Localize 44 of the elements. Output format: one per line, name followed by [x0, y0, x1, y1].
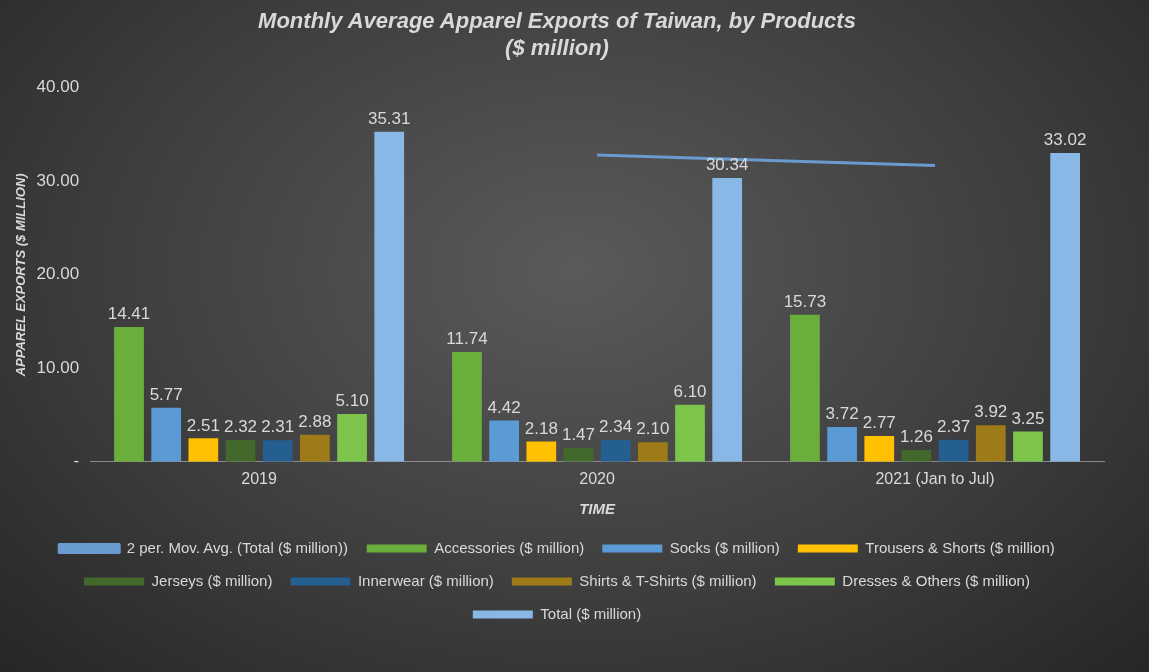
x-tick-label: 2020 [579, 469, 615, 487]
legend-label: 2 per. Mov. Avg. (Total ($ million)) [126, 538, 348, 556]
legend-label: Accessories ($ million) [434, 538, 585, 556]
data-label: 30.34 [705, 155, 749, 175]
y-axis-title: APPAREL EXPORTS ($ MILLION) [13, 173, 29, 378]
data-label: 3.25 [1011, 408, 1045, 428]
chart-title: Monthly Average Apparel Exports of Taiwan, by Products ($ million) [258, 8, 856, 60]
legend-label: Jerseys ($ million) [151, 571, 273, 589]
y-tick-label: 40.00 [36, 77, 80, 97]
data-label: 2.88 [298, 412, 332, 432]
data-label: 1.47 [561, 425, 596, 445]
legend-label: Innerwear ($ million) [357, 571, 494, 589]
y-tick-label: - [73, 451, 80, 471]
data-label: 2.10 [636, 419, 670, 439]
data-label: 2.18 [524, 418, 558, 438]
data-label: 3.92 [974, 402, 1008, 422]
data-label: 6.10 [673, 381, 707, 401]
y-tick-label: 10.00 [36, 357, 80, 377]
x-tick-label: 2019 [241, 469, 278, 487]
legend-label: Total ($ million) [540, 604, 642, 622]
data-label: 15.73 [783, 291, 827, 311]
data-label: 11.74 [446, 329, 488, 349]
legend-label: Trousers & Shorts ($ million) [865, 538, 1055, 556]
data-label: 5.77 [149, 385, 183, 405]
data-label: 35.31 [367, 108, 411, 128]
data-label: 1.26 [899, 427, 933, 447]
data-label: 2.51 [186, 415, 220, 435]
x-axis-title: TIME [579, 500, 616, 518]
data-label: 2.32 [223, 417, 258, 437]
y-tick-label: 20.00 [36, 264, 80, 284]
data-label: 5.10 [335, 391, 369, 411]
data-label: 2.34 [599, 417, 633, 437]
legend-label: Dresses & Others ($ million) [842, 571, 1030, 589]
data-label: 3.72 [825, 404, 859, 424]
data-label: 14.41 [107, 304, 151, 324]
data-label: 33.02 [1043, 130, 1087, 150]
legend-label: Socks ($ million) [669, 538, 780, 556]
data-label: 4.42 [487, 397, 521, 417]
x-tick-label: 2021 (Jan to Jul) [875, 469, 995, 487]
data-label: 2.31 [261, 417, 295, 437]
y-tick-label: 30.00 [36, 170, 80, 190]
legend-label: Shirts & T-Shirts ($ million) [579, 571, 757, 589]
data-label: 2.37 [937, 416, 971, 436]
data-label: 2.77 [862, 413, 896, 433]
